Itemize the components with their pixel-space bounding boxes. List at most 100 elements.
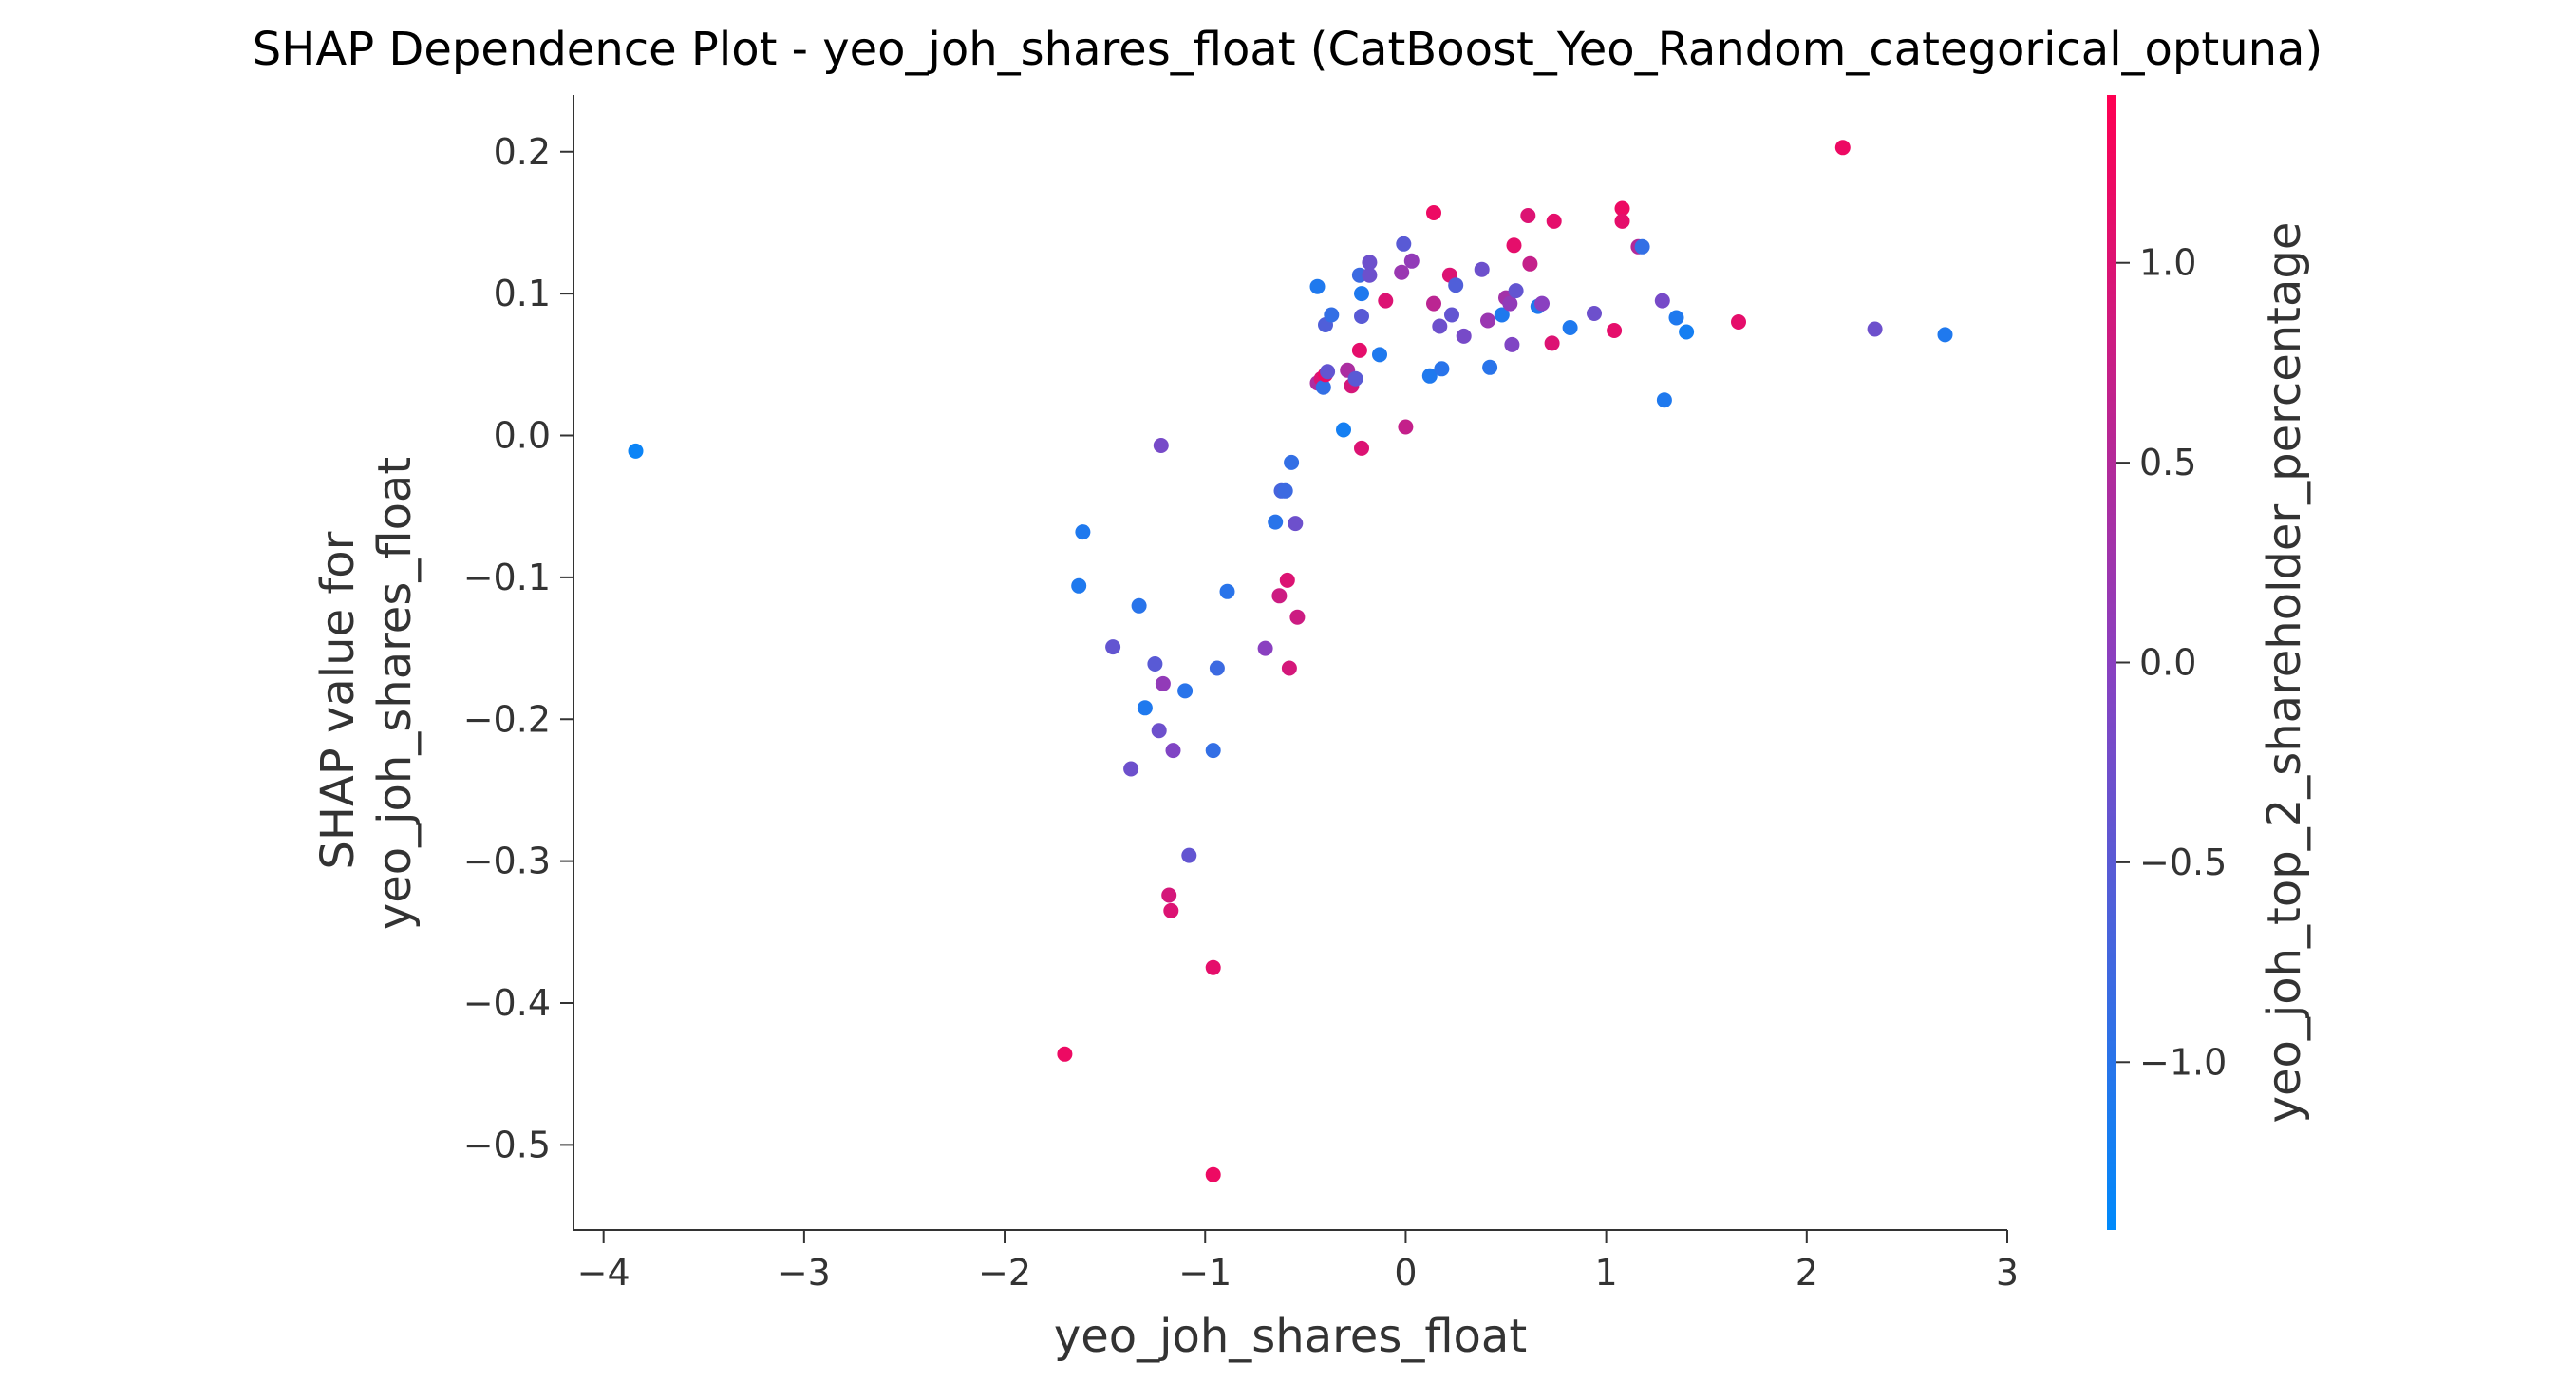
scatter-point — [1281, 660, 1297, 676]
chart-title: SHAP Dependence Plot - yeo_joh_shares_fl… — [253, 23, 2322, 76]
scatter-point — [1209, 660, 1225, 676]
scatter-point — [1336, 422, 1351, 438]
scatter-point — [1614, 200, 1630, 217]
x-tick-label: 0 — [1394, 1252, 1417, 1294]
scatter-point — [1522, 255, 1538, 272]
scatter-point — [1504, 336, 1520, 352]
scatter-point — [1403, 253, 1420, 269]
scatter-point — [1679, 324, 1695, 340]
scatter-point — [1205, 1166, 1221, 1182]
scatter-point — [1432, 318, 1448, 334]
scatter-point — [1354, 286, 1369, 302]
scatter-point — [1347, 370, 1363, 387]
scatter-point — [1634, 238, 1650, 255]
scatter-point — [1834, 140, 1851, 156]
colorbar-tick-label: 1.0 — [2139, 242, 2196, 284]
scatter-point — [1937, 327, 1953, 343]
scatter-point — [1396, 236, 1412, 252]
y-tick-label: −0.4 — [463, 982, 551, 1024]
scatter-point — [1181, 847, 1197, 863]
scatter-point — [1520, 208, 1536, 223]
scatter-point — [1151, 723, 1167, 739]
scatter-point — [1147, 656, 1163, 672]
scatter-point — [1426, 205, 1441, 220]
x-tick-label: −2 — [978, 1252, 1031, 1294]
y-tick-label: −0.1 — [463, 557, 551, 598]
scatter-point — [1075, 524, 1091, 540]
scatter-point — [1474, 261, 1490, 277]
y-tick-label: −0.3 — [463, 841, 551, 882]
scatter-point — [1131, 597, 1147, 614]
scatter-point — [1279, 572, 1295, 588]
scatter-point — [1205, 959, 1221, 975]
scatter-point — [1398, 419, 1414, 435]
scatter-point — [1362, 255, 1378, 271]
scatter-point — [1315, 379, 1331, 395]
x-tick-label: −1 — [1178, 1252, 1232, 1294]
x-tick-label: 3 — [1996, 1252, 2019, 1294]
x-tick-label: 2 — [1796, 1252, 1818, 1294]
scatter-point — [1071, 577, 1087, 594]
scatter-point — [1607, 323, 1623, 338]
y-axis-label-line-1: SHAP value for — [311, 531, 365, 869]
scatter-point — [1378, 293, 1394, 309]
scatter-point — [1057, 1046, 1073, 1062]
scatter-point — [1362, 267, 1378, 283]
y-axis-ticks: 0.2 0.1 0.0 −0.1 −0.2 −0.3 −0.4 −0.5 — [463, 131, 573, 1165]
y-tick-label: 0.1 — [494, 273, 551, 314]
scatter-point — [1219, 583, 1235, 599]
scatter-point — [1271, 588, 1288, 604]
scatter-point — [628, 443, 644, 459]
y-tick-label: −0.2 — [463, 698, 551, 740]
scatter-point — [1354, 440, 1369, 456]
scatter-point — [1656, 392, 1672, 408]
scatter-point — [1257, 640, 1273, 656]
x-axis-label: yeo_joh_shares_float — [1054, 1310, 1527, 1363]
scatter-point — [1480, 312, 1495, 329]
scatter-point — [1506, 237, 1522, 254]
x-tick-label: −3 — [778, 1252, 831, 1294]
scatter-point — [1123, 761, 1139, 777]
scatter-point — [1320, 364, 1336, 380]
scatter-point — [1508, 283, 1524, 299]
scatter-point — [1448, 277, 1464, 293]
scatter-point — [1394, 264, 1410, 280]
scatter-point — [1351, 342, 1367, 358]
scatter-point — [1614, 213, 1630, 229]
colorbar — [2107, 95, 2116, 1230]
scatter-point — [1668, 310, 1684, 326]
scatter-points — [628, 140, 1953, 1182]
scatter-point — [1289, 609, 1306, 625]
scatter-point — [1309, 278, 1326, 294]
scatter-point — [1324, 307, 1340, 323]
scatter-point — [1867, 321, 1883, 337]
scatter-point — [1277, 482, 1293, 499]
scatter-point — [1562, 320, 1578, 335]
scatter-point — [1494, 307, 1510, 323]
scatter-point — [1354, 309, 1369, 324]
scatter-point — [1456, 328, 1472, 344]
scatter-point — [1546, 213, 1562, 229]
scatter-point — [1444, 307, 1459, 323]
x-tick-label: 1 — [1595, 1252, 1618, 1294]
colorbar-tick-label: −1.0 — [2139, 1041, 2227, 1083]
scatter-point — [1421, 368, 1438, 384]
scatter-point — [1426, 295, 1441, 312]
y-tick-label: 0.2 — [494, 131, 551, 173]
colorbar-ticks: 1.0 0.5 0.0 −0.5 −1.0 — [2116, 242, 2227, 1083]
scatter-point — [1155, 675, 1171, 691]
scatter-point — [1105, 639, 1121, 655]
scatter-point — [1161, 887, 1177, 903]
colorbar-tick-label: −0.5 — [2139, 842, 2227, 883]
scatter-point — [1502, 295, 1518, 312]
scatter-point — [1153, 438, 1169, 453]
x-axis-ticks: −4 −3 −2 −1 0 1 2 3 — [577, 1230, 2019, 1294]
scatter-point — [1534, 295, 1550, 312]
scatter-point — [1654, 293, 1670, 309]
scatter-point — [1288, 516, 1304, 532]
y-tick-label: 0.0 — [494, 415, 551, 457]
scatter-point — [1544, 335, 1560, 351]
scatter-point — [1165, 743, 1181, 759]
y-axis-label-line-2: yeo_joh_shares_float — [368, 457, 422, 930]
